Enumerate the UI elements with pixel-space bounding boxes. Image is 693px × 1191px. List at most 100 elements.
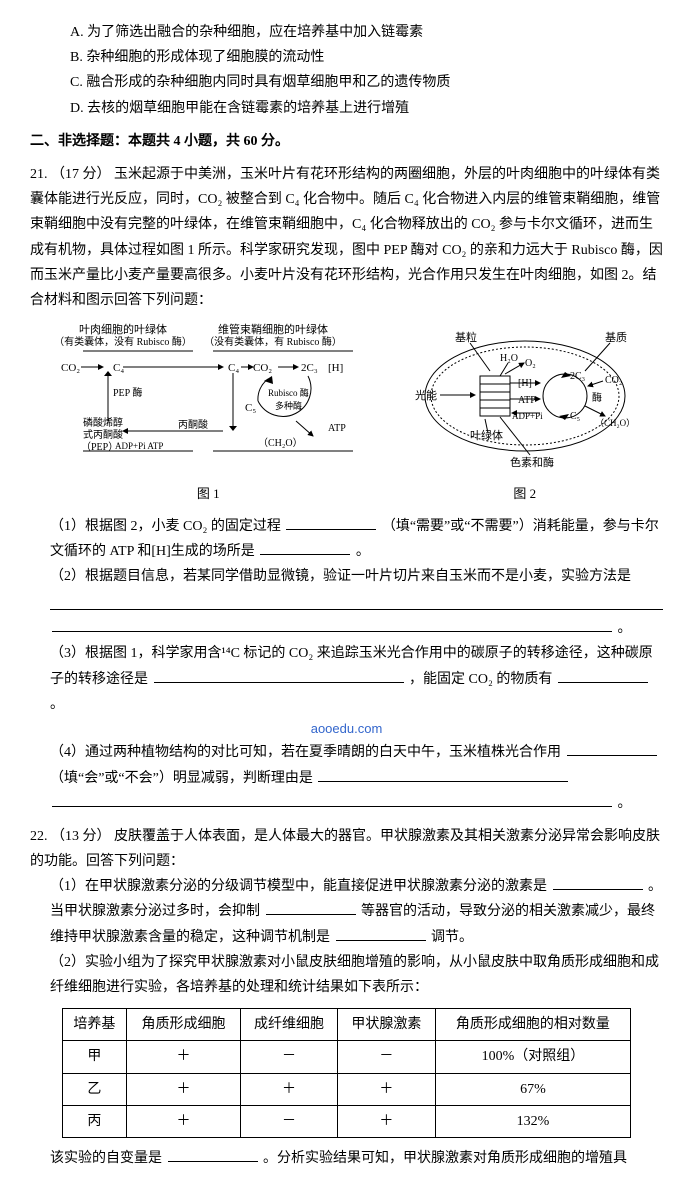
figure-2: 基粒 基质 H₂O O₂ 光能 [H] ATP ADP+Pi 2C₃ CO₂ C… <box>410 321 640 506</box>
svg-text:（没有类囊体，有 Rubisco 酶）: （没有类囊体，有 Rubisco 酶） <box>204 335 342 348</box>
svg-text:CO₂: CO₂ <box>605 375 622 386</box>
option-d: D. 去核的烟草细胞甲能在含链霉素的培养基上进行增殖 <box>30 96 663 121</box>
svg-text:CO₂: CO₂ <box>61 362 80 374</box>
td: ＋ <box>338 1073 435 1105</box>
option-b: B. 杂种细胞的形成体现了细胞膜的流动性 <box>30 45 663 70</box>
q21-sub4b: （填“会”或“不会”）明显减弱，判断理由是 <box>50 771 313 786</box>
q21-body: 玉米起源于中美洲，玉米叶片有花环形结构的两圈细胞，外层的叶肉细胞中的叶绿体有类囊… <box>30 167 663 308</box>
q22-points: （13 分） <box>51 829 111 844</box>
svg-text:H₂O: H₂O <box>500 353 518 364</box>
td: 甲 <box>62 1041 126 1073</box>
question-22: 22. （13 分） 皮肤覆盖于人体表面，是人体最大的器官。甲状腺激素及其相关激… <box>30 824 663 874</box>
svg-text:（有类囊体，没有 Rubisco 酶）: （有类囊体，没有 Rubisco 酶） <box>54 335 192 348</box>
blank <box>260 540 350 555</box>
th-4: 角质形成细胞的相对数量 <box>435 1009 631 1041</box>
blank <box>52 792 612 807</box>
td: 丙 <box>62 1105 126 1137</box>
td: － <box>240 1041 337 1073</box>
td: 132% <box>435 1105 631 1137</box>
svg-text:C₄: C₄ <box>113 362 124 374</box>
q21-prefix: 21. <box>30 167 48 182</box>
svg-text:酶: 酶 <box>592 391 602 404</box>
option-c: C. 融合形成的杂种细胞内同时具有烟草细胞甲和乙的遗传物质 <box>30 70 663 95</box>
figures-row: 叶肉细胞的叶绿体 （有类囊体，没有 Rubisco 酶） 维管束鞘细胞的叶绿体 … <box>30 321 663 506</box>
q22-sub1: （1）在甲状腺激素分泌的分级调节模型中，能直接促进甲状腺激素分泌的激素是 。当甲… <box>30 874 663 950</box>
blank <box>52 617 612 632</box>
q22-footer-b: 。分析实验结果可知，甲状腺激素对角质形成细胞的增殖具 <box>263 1151 627 1166</box>
svg-text:光能: 光能 <box>415 388 437 402</box>
td: 67% <box>435 1073 631 1105</box>
td: ＋ <box>127 1041 241 1073</box>
q21-sub1c: 。 <box>356 544 370 559</box>
svg-text:C₄: C₄ <box>228 362 239 374</box>
svg-text:（CH₂O）: （CH₂O） <box>595 418 635 428</box>
blank <box>266 900 356 915</box>
svg-text:丙酮酸: 丙酮酸 <box>178 418 208 431</box>
q21-sub3b: ，能固定 CO₂ 的物质有 <box>409 672 552 687</box>
q21-sub2a: （2）根据题目信息，若某同学借助显微镜，验证一叶片切片来自玉米而不是小麦，实验方… <box>50 569 631 584</box>
th-3: 甲状腺激素 <box>338 1009 435 1041</box>
blank <box>50 595 663 610</box>
td: － <box>338 1041 435 1073</box>
blank <box>318 767 568 782</box>
th-0: 培养基 <box>62 1009 126 1041</box>
svg-text:ATP: ATP <box>328 423 346 434</box>
q21-sub3c: 。 <box>50 697 64 712</box>
blank <box>558 668 648 683</box>
fig1-caption: 图 1 <box>53 482 363 505</box>
q21-sub3: （3）根据图 1，科学家用含¹⁴C 标记的 CO₂ 来追踪玉米光合作用中的碳原子… <box>30 641 663 717</box>
svg-text:2C₃: 2C₃ <box>301 362 318 374</box>
q21-points: （17 分） <box>51 167 111 182</box>
question-21: 21. （17 分） 玉米起源于中美洲，玉米叶片有花环形结构的两圈细胞，外层的叶… <box>30 162 663 313</box>
blank <box>567 741 657 756</box>
svg-text:（CH₂O）: （CH₂O） <box>258 437 303 449</box>
svg-text:[H]: [H] <box>328 362 343 374</box>
svg-text:（PEP）: （PEP） <box>81 441 118 453</box>
svg-text:PEP 酶: PEP 酶 <box>113 386 142 399</box>
q22-body: 皮肤覆盖于人体表面，是人体最大的器官。甲状腺激素及其相关激素分泌异常会影响皮肤的… <box>30 829 660 869</box>
q21-sub4: （4）通过两种植物结构的对比可知，若在夏季晴朗的白天中午，玉米植株光合作用 （填… <box>30 740 663 816</box>
svg-text:式丙酮酸: 式丙酮酸 <box>83 428 123 441</box>
figure-1: 叶肉细胞的叶绿体 （有类囊体，没有 Rubisco 酶） 维管束鞘细胞的叶绿体 … <box>53 321 363 506</box>
td: ＋ <box>240 1073 337 1105</box>
q22-sub2: （2）实验小组为了探究甲状腺激素对小鼠皮肤细胞增殖的影响，从小鼠皮肤中取角质形成… <box>30 950 663 1000</box>
svg-text:CO₂: CO₂ <box>253 362 272 374</box>
q22-sub1d: 调节。 <box>431 930 473 945</box>
q22-prefix: 22. <box>30 829 48 844</box>
q21-sub4a: （4）通过两种植物结构的对比可知，若在夏季晴朗的白天中午，玉米植株光合作用 <box>50 745 561 760</box>
td: － <box>240 1105 337 1137</box>
svg-text:C₅: C₅ <box>570 411 580 422</box>
svg-text:色素和酶: 色素和酶 <box>510 455 554 469</box>
td: ＋ <box>127 1073 241 1105</box>
svg-text:ADP+Pi ATP: ADP+Pi ATP <box>115 441 163 451</box>
fig2-caption: 图 2 <box>410 482 640 505</box>
blank <box>286 515 376 530</box>
td: ＋ <box>127 1105 241 1137</box>
blank <box>168 1147 258 1162</box>
q21-sub4c: 。 <box>618 796 632 811</box>
option-a: A. 为了筛选出融合的杂种细胞，应在培养基中加入链霉素 <box>30 20 663 45</box>
q22-sub1a: （1）在甲状腺激素分泌的分级调节模型中，能直接促进甲状腺激素分泌的激素是 <box>50 879 547 894</box>
td: ＋ <box>338 1105 435 1137</box>
svg-text:基粒: 基粒 <box>455 330 477 344</box>
q21-sub1a: （1）根据图 2，小麦 CO₂ 的固定过程 <box>50 519 281 534</box>
q22-footer: 该实验的自变量是 。分析实验结果可知，甲状腺激素对角质形成细胞的增殖具 <box>30 1146 663 1171</box>
q21-sub2b: 。 <box>618 621 632 636</box>
svg-text:2C₃: 2C₃ <box>570 371 585 382</box>
blank <box>336 926 426 941</box>
q22-table: 培养基 角质形成细胞 成纤维细胞 甲状腺激素 角质形成细胞的相对数量 甲 ＋ －… <box>62 1008 632 1138</box>
svg-text:磷酸烯醇: 磷酸烯醇 <box>83 416 123 429</box>
watermark: aooedu.com <box>30 717 663 740</box>
svg-text:基质: 基质 <box>605 331 627 344</box>
td: 乙 <box>62 1073 126 1105</box>
th-2: 成纤维细胞 <box>240 1009 337 1041</box>
q22-footer-a: 该实验的自变量是 <box>50 1151 162 1166</box>
svg-text:O₂: O₂ <box>525 358 536 369</box>
blank <box>553 875 643 890</box>
q21-sub2: （2）根据题目信息，若某同学借助显微镜，验证一叶片切片来自玉米而不是小麦，实验方… <box>30 564 663 641</box>
svg-text:多种酶: 多种酶 <box>275 400 302 411</box>
svg-text:叶绿体: 叶绿体 <box>470 428 503 442</box>
svg-text:C₅: C₅ <box>245 402 256 414</box>
blank <box>154 668 404 683</box>
section-2-header: 二、非选择题：本题共 4 小题，共 60 分。 <box>30 129 663 154</box>
